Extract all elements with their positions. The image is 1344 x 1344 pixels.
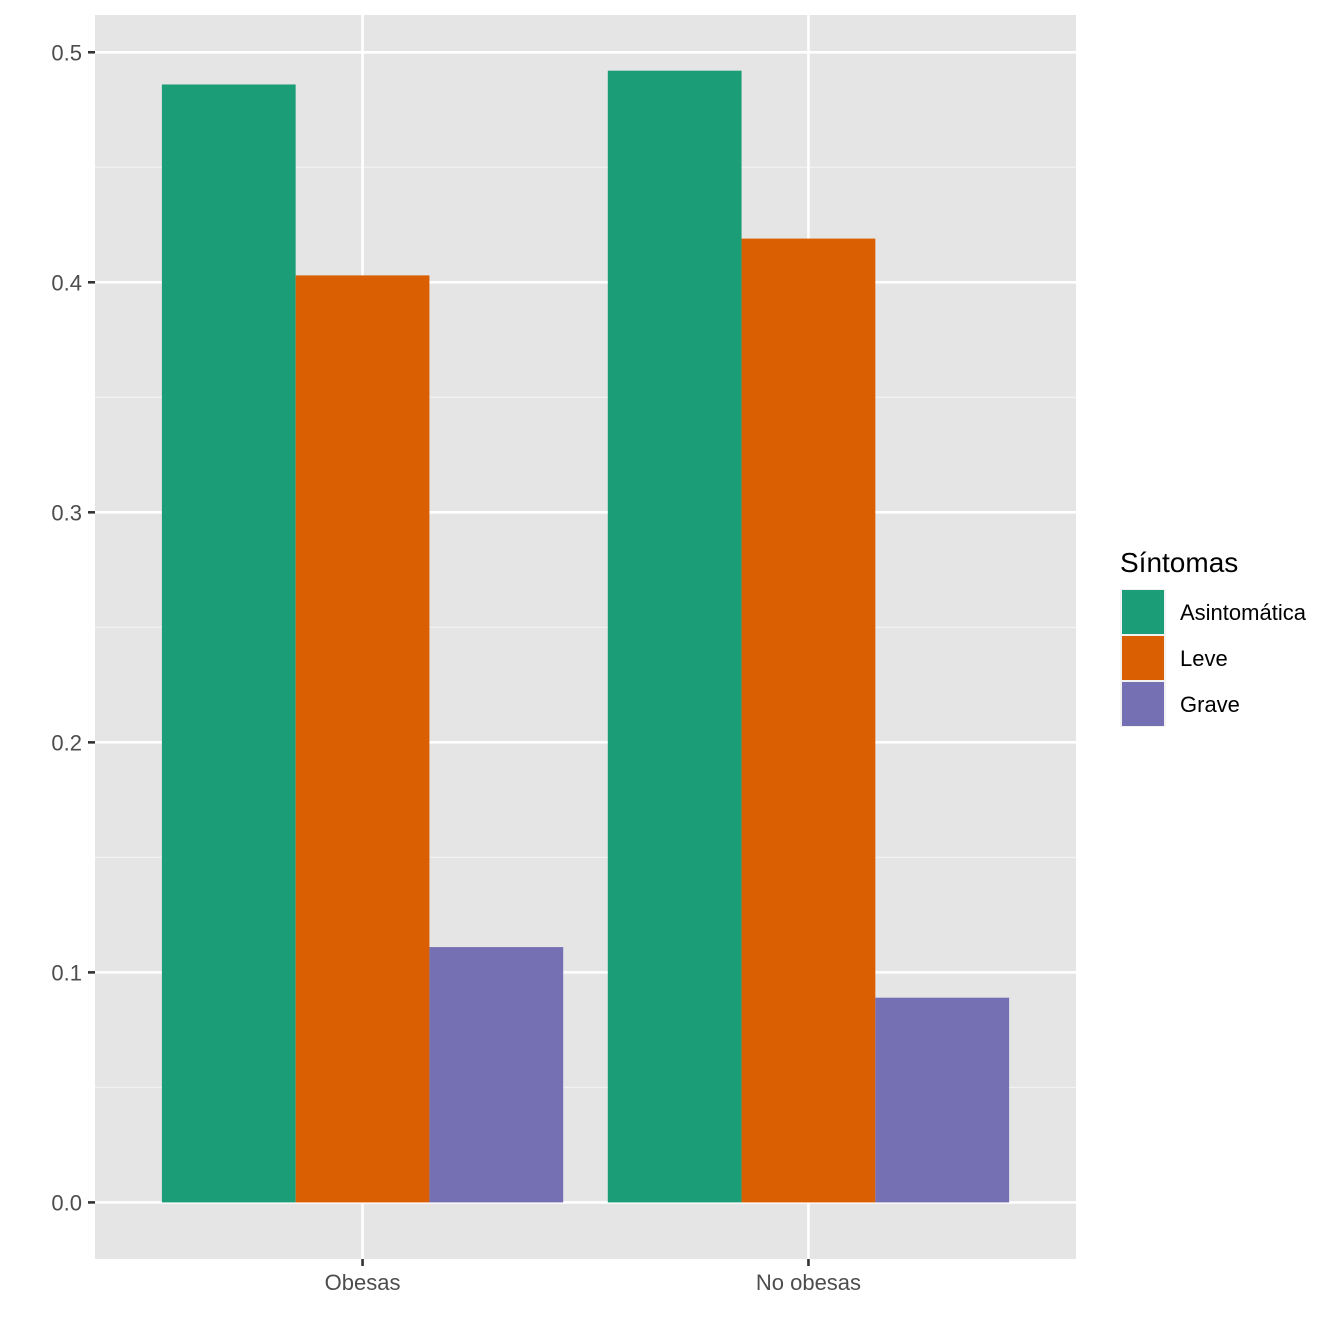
- bar-asintomtica-1: [607, 70, 742, 1203]
- x-axis: Obesas No obesas: [325, 1259, 861, 1295]
- legend-title: Síntomas: [1120, 547, 1238, 578]
- legend-label: Grave: [1180, 692, 1240, 717]
- x-tick-label: No obesas: [756, 1270, 861, 1295]
- bar-leve-0: [295, 275, 430, 1203]
- y-tick-label: 0.5: [51, 40, 82, 65]
- bar-grave-1: [875, 997, 1010, 1203]
- y-tick-label: 0.1: [51, 960, 82, 985]
- legend-swatch: [1122, 682, 1164, 726]
- bar-asintomtica-0: [161, 84, 296, 1203]
- legend: Síntomas Asintomática Leve Grave: [1120, 547, 1307, 727]
- legend-items: Asintomática Leve Grave: [1120, 589, 1307, 727]
- y-axis: 0.0 0.1 0.2 0.3 0.4 0.5: [51, 40, 95, 1215]
- y-tick-label: 0.2: [51, 730, 82, 755]
- x-tick-label: Obesas: [325, 1270, 401, 1295]
- bar-grave-0: [429, 947, 564, 1203]
- legend-label: Asintomática: [1180, 600, 1307, 625]
- y-tick-label: 0.0: [51, 1190, 82, 1215]
- bar-leve-1: [741, 238, 876, 1203]
- legend-swatch: [1122, 636, 1164, 680]
- y-tick-label: 0.4: [51, 270, 82, 295]
- bars: [161, 70, 1010, 1203]
- legend-swatch: [1122, 590, 1164, 634]
- y-tick-label: 0.3: [51, 500, 82, 525]
- legend-label: Leve: [1180, 646, 1228, 671]
